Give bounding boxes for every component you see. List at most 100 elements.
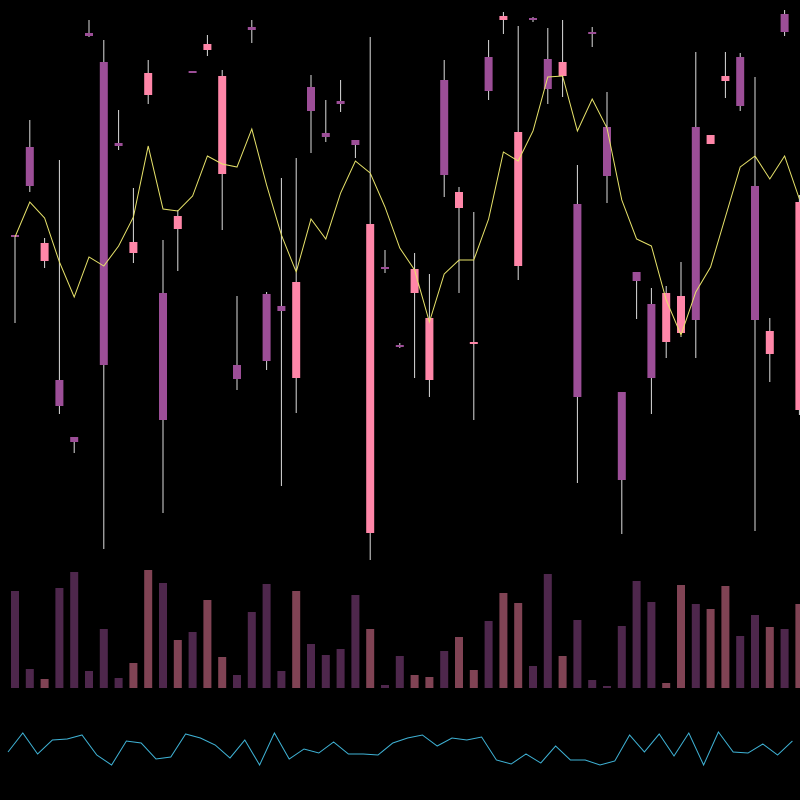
volume-bar [603,686,611,688]
candle-body [85,33,93,36]
candle-body [765,331,774,354]
volume-bar [706,609,715,688]
candle-body [262,294,271,361]
candle-body [410,269,419,293]
volume-bar [277,671,286,688]
volume-bar [381,685,389,688]
candle-body [307,87,315,111]
candle-body [662,293,671,342]
volume-bar [321,655,330,688]
candle-body [529,18,537,20]
candle-body [632,272,641,281]
candle-body [647,304,656,378]
volume-bar [469,670,478,688]
volume-bar [543,574,552,688]
volume-bar [25,669,34,688]
candle-body [336,101,345,104]
oscillator-line [7,731,793,767]
candle-body [144,73,153,95]
volume-bar [721,586,730,688]
candle-body [588,32,597,34]
candle-body [440,80,449,175]
volume-bar [85,671,93,688]
candle-body [721,76,730,81]
volume-bar [647,602,656,688]
volume-bar [573,620,582,688]
volume-bar [307,644,315,688]
volume-bar [262,584,271,688]
volume-bar [440,651,449,688]
candle-body [218,76,227,174]
candle-body [129,242,138,253]
volume-bar [499,593,508,688]
candle-body [292,282,301,378]
candle-body [691,127,700,320]
candle-body [751,186,759,320]
volume-bar [632,581,641,688]
candle-body [277,306,286,311]
volume-bar [484,621,493,688]
candle-body [159,293,167,420]
volume-bar [159,583,167,688]
volume-bar [292,591,301,688]
volume-bar [247,612,256,688]
volume-bar [173,640,182,688]
candle-body [114,143,123,146]
volume-bar [70,572,79,688]
volume-bar [662,683,671,688]
candle-body [780,14,789,32]
candle-body [736,57,745,106]
volume-bar [410,675,419,688]
volume-bar [691,604,700,688]
volume-bar [736,636,745,688]
volume-bar [11,591,19,688]
volume-bar [588,680,597,688]
candle-body [469,342,478,344]
volume-bar [558,656,567,688]
volume-bar [514,603,523,688]
candle-body [203,44,212,50]
candle-body [395,345,404,347]
volume-bar [40,679,49,688]
volume-bar [780,629,789,688]
volume-bar [765,627,774,688]
volume-bar [455,637,463,688]
candle-body [514,132,523,266]
candle-body [706,135,715,144]
volume-bar [114,678,123,688]
candle-body [351,140,360,145]
volume-bar [336,649,345,688]
volume-bar [529,666,537,688]
candle-body [173,216,182,229]
candle-body [617,392,626,480]
volume-bar [203,600,212,688]
volume-bar [188,632,197,688]
candle-body [247,27,256,30]
candle-body [795,202,800,410]
candle-body [55,380,64,406]
volume-bar [233,675,241,688]
volume-bar [55,588,64,688]
volume-bar [395,656,404,688]
candle-body [70,437,79,442]
candle-body [543,59,552,89]
volume-bar [351,595,360,688]
candle-body [381,267,389,269]
candle-body [99,62,108,365]
candle-body [425,318,434,380]
volume-bar [218,657,227,688]
candle-body [603,127,611,176]
volume-bar [795,604,800,688]
candle-body [321,133,330,137]
volume-bar [366,629,375,688]
candle-body [366,224,375,533]
candle-body [40,243,49,261]
candle-body [484,57,493,91]
volume-bar [99,629,108,688]
candle-body [573,204,582,397]
candle-body [455,192,463,208]
volume-bar [144,570,153,688]
volume-bar [425,677,434,688]
